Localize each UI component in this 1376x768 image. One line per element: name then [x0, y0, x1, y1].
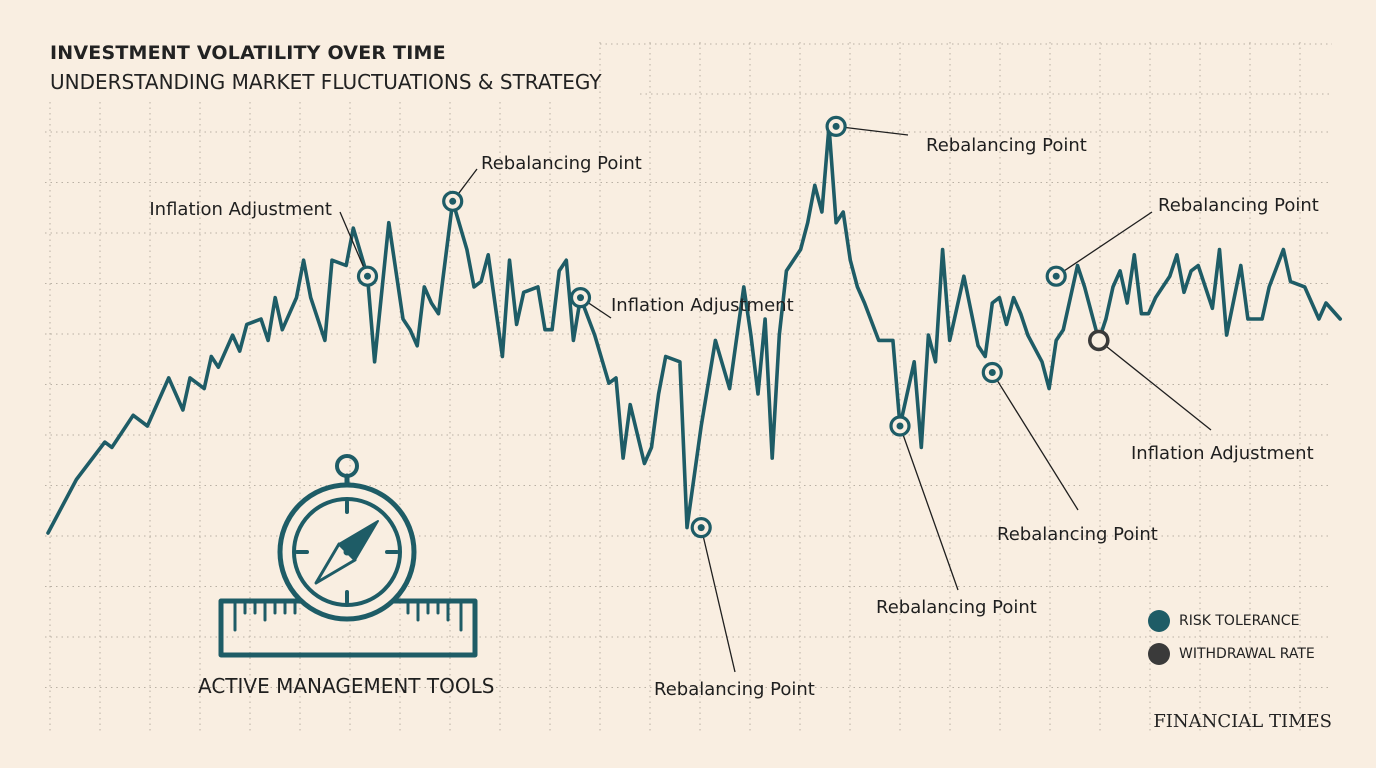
- annotation-label: Inflation Adjustment: [1131, 443, 1314, 464]
- annotation-leader: [836, 125, 909, 136]
- legend-item-risk-tolerance: RISK TOLERANCE: [1148, 610, 1315, 632]
- page-title: INVESTMENT VOLATILITY OVER TIME: [50, 42, 446, 64]
- legend-item-withdrawal-rate: WITHDRAWAL RATE: [1148, 643, 1315, 665]
- annotation: Inflation Adjustment: [149, 199, 379, 287]
- compass-icon: [277, 454, 417, 622]
- annotation-marker-center: [1052, 272, 1060, 280]
- annotation-marker-withdrawal: [1088, 329, 1110, 352]
- annotation-leader: [991, 372, 1079, 511]
- tools-label: ACTIVE MANAGEMENT TOOLS: [198, 674, 495, 698]
- annotation-leader: [1098, 339, 1212, 431]
- legend-label-withdrawal-rate: WITHDRAWAL RATE: [1179, 646, 1315, 662]
- annotation-layer: Inflation Adjustment Rebalancing Point Inf…: [149, 115, 1319, 700]
- annotation-leader: [1055, 211, 1153, 277]
- chart-line-layer: [46, 124, 1342, 535]
- annotation-marker-center: [988, 369, 996, 376]
- annotation-label: Inflation Adjustment: [149, 199, 332, 220]
- annotation: Inflation Adjustment: [1088, 329, 1314, 464]
- annotation-label: Inflation Adjustment: [611, 295, 794, 316]
- annotation-leader: [700, 527, 736, 673]
- annotation: Inflation Adjustment: [569, 287, 794, 319]
- legend-swatch-withdrawal-rate: [1148, 643, 1170, 665]
- annotation-label: Rebalancing Point: [1158, 195, 1319, 216]
- annotation-marker-center: [364, 272, 371, 280]
- legend-swatch-risk-tolerance: [1148, 610, 1170, 632]
- legend: RISK TOLERANCE WITHDRAWAL RATE: [1148, 610, 1315, 676]
- annotation: Rebalancing Point: [654, 517, 815, 700]
- annotation-label: Rebalancing Point: [997, 524, 1158, 545]
- annotation-leader: [899, 425, 959, 591]
- annotation: Rebalancing Point: [876, 415, 1037, 618]
- annotation-label: Rebalancing Point: [876, 597, 1037, 618]
- annotation-marker-center: [896, 422, 904, 430]
- annotation-label: Rebalancing Point: [926, 135, 1087, 156]
- compass-ruler-illustration: [218, 454, 478, 658]
- annotation-marker-center: [577, 294, 584, 302]
- annotation-label: Rebalancing Point: [654, 679, 815, 700]
- brand-wordmark: FINANCIAL TIMES: [1153, 711, 1332, 732]
- annotation-leader: [339, 211, 369, 277]
- page-subtitle: UNDERSTANDING MARKET FLUCTUATIONS & STRA…: [50, 70, 602, 94]
- chart-grid: [45, 42, 1332, 732]
- annotation: Rebalancing Point: [1045, 195, 1319, 287]
- annotation-marker-center: [697, 524, 705, 532]
- annotation-label: Rebalancing Point: [481, 153, 642, 174]
- series-line-risk-tolerance: [46, 124, 1342, 535]
- annotation-marker-center: [832, 122, 840, 130]
- annotation: Rebalancing Point: [442, 153, 642, 212]
- annotation: Rebalancing Point: [825, 115, 1087, 156]
- annotation-marker-center: [449, 197, 457, 205]
- legend-label-risk-tolerance: RISK TOLERANCE: [1179, 613, 1300, 629]
- annotation: Rebalancing Point: [981, 361, 1158, 545]
